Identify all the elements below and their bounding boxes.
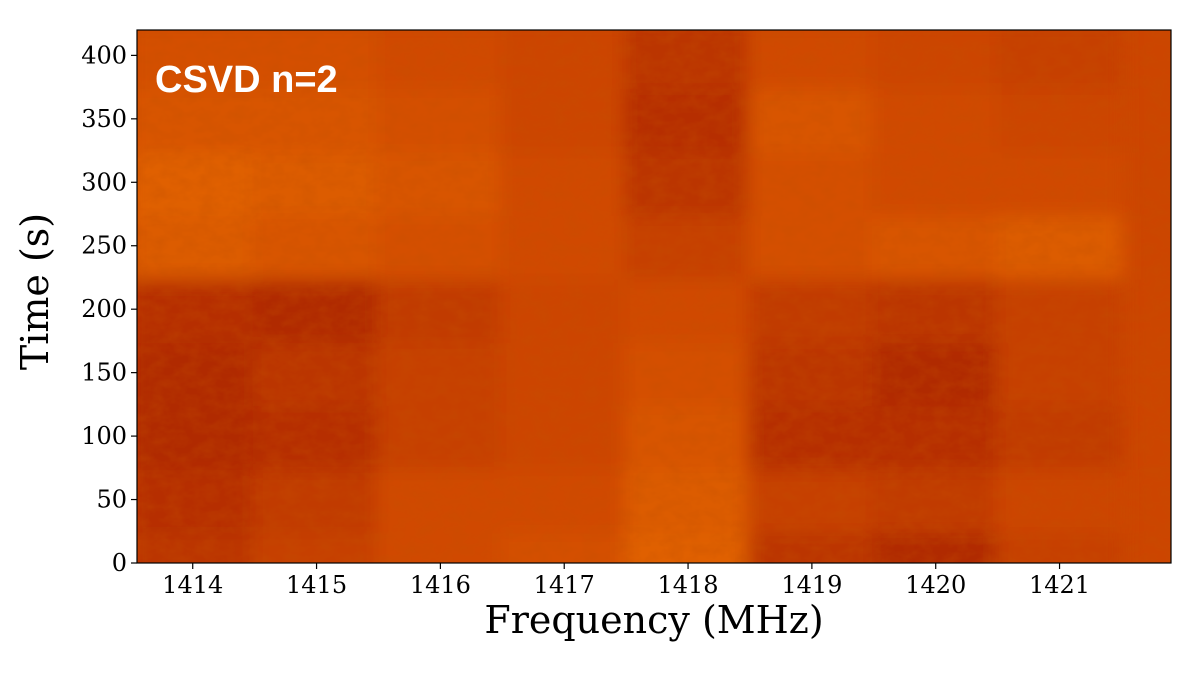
x-tick-label: 1415 — [286, 571, 347, 599]
panel-annotation: CSVD n=2 — [155, 59, 338, 101]
x-tick-label: 1420 — [905, 571, 966, 599]
plot-frame — [136, 29, 1172, 564]
x-tick-label: 1416 — [410, 571, 471, 599]
y-tick-label: 250 — [81, 232, 127, 260]
y-tick-label: 300 — [81, 168, 127, 196]
heatmap — [137, 30, 1171, 563]
y-tick-label: 350 — [81, 105, 127, 133]
y-tick-label: 0 — [112, 549, 127, 577]
x-tick-label: 1414 — [162, 571, 223, 599]
y-tick-label: 200 — [81, 295, 127, 323]
y-axis: 0 50 100 150 200 250 300 350 400 — [81, 41, 137, 577]
y-tick-label: 150 — [81, 359, 127, 387]
y-axis-label: Time (s) — [13, 213, 57, 370]
x-axis: 1414 1415 1416 1417 1418 1419 1420 1421 — [162, 563, 1090, 599]
x-tick-label: 1417 — [534, 571, 595, 599]
y-tick-label: 400 — [81, 41, 127, 69]
x-tick-label: 1419 — [781, 571, 842, 599]
y-tick-label: 100 — [81, 422, 127, 450]
y-tick-label: 50 — [96, 486, 127, 514]
x-tick-label: 1421 — [1029, 571, 1090, 599]
x-axis-label: Frequency (MHz) — [484, 598, 823, 642]
heatmap-texture — [137, 30, 1171, 563]
x-tick-label: 1418 — [658, 571, 719, 599]
